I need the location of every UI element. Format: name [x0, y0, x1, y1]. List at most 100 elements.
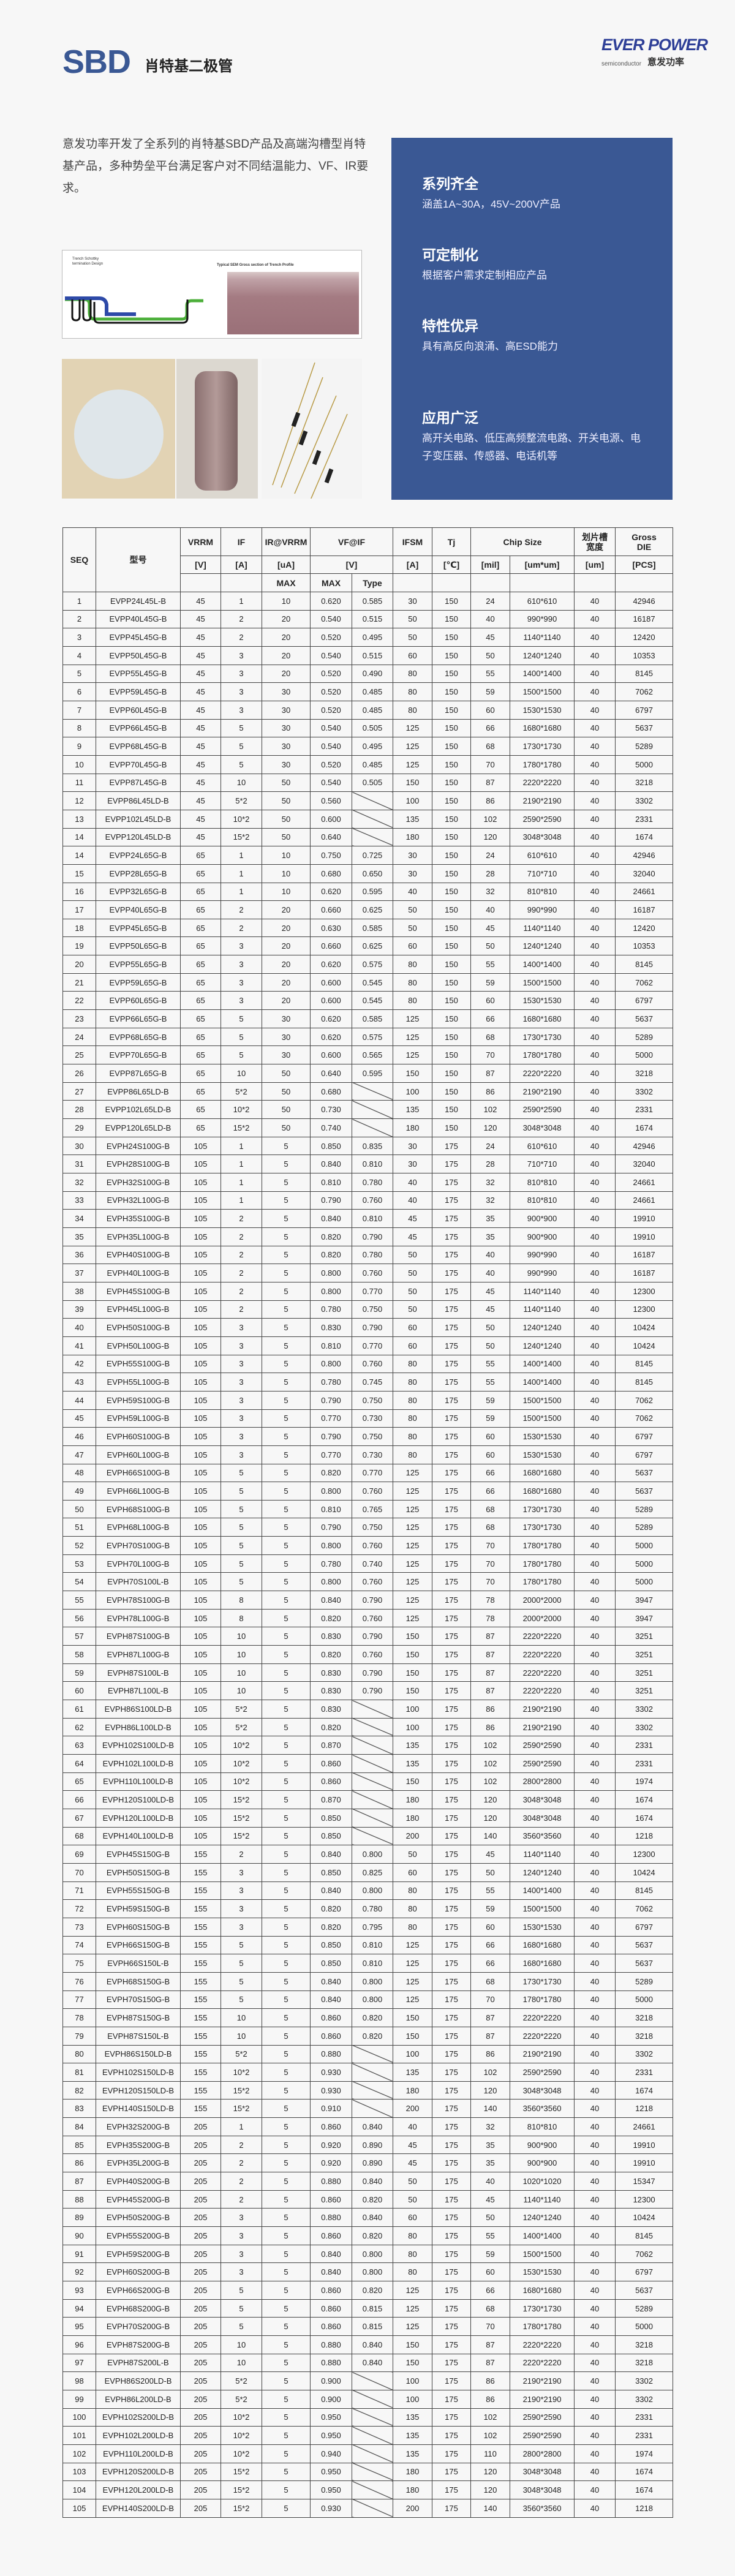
cell-ir: 10	[262, 592, 311, 611]
cell-gross-die: 3251	[615, 1681, 674, 1701]
cell-vf-type	[351, 1826, 394, 1846]
cell-vrrm: 155	[180, 2063, 221, 2082]
cell-model: EVPH24S100G-B	[96, 1136, 181, 1156]
cell-vrrm: 105	[180, 1591, 221, 1610]
cell-chip-mil: 60	[470, 2262, 511, 2282]
cell-vf-max: 0.800	[310, 1281, 352, 1301]
cell-tj: 175	[432, 1700, 472, 1719]
cell-ir: 5	[262, 2480, 311, 2499]
cell-if: 10*2	[221, 2408, 262, 2427]
cell-vf-type: 0.760	[351, 1645, 394, 1664]
cell-if: 5	[221, 1482, 262, 1501]
cell-vrrm: 65	[180, 1027, 221, 1047]
table-row: 58 EVPH87L100G-B 105 10 5 0.820 0.760 150 175 87 2…	[62, 1645, 674, 1664]
cell-chip-um: 1240*1240	[510, 1862, 575, 1882]
cell-ir: 5	[262, 1445, 311, 1464]
cell-ifsm: 50	[393, 1264, 433, 1282]
table-row: 9 EVPP68L45G-B 45 5 30 0.540 0.495 125 150 68 1730…	[62, 737, 674, 756]
cell-chip-um: 2590*2590	[510, 2063, 575, 2082]
cell-vf-type: 0.790	[351, 1663, 394, 1682]
cell-gross-die: 1674	[615, 2081, 674, 2100]
cell-seq: 87	[62, 2172, 96, 2191]
cell-chip-mil: 87	[470, 1627, 511, 1646]
cell-vf-type: 0.795	[351, 1917, 394, 1937]
cell-gross-die: 3302	[615, 2389, 674, 2409]
cell-vf-max: 0.810	[310, 1173, 352, 1192]
cell-chip-mil: 87	[470, 1064, 511, 1083]
cell-tj: 175	[432, 1772, 472, 1791]
table-row: 62 EVPH86L100LD-B 105 5*2 5 0.820 100 175 86 2190…	[62, 1717, 674, 1737]
cell-chip-mil: 24	[470, 592, 511, 611]
cell-vrrm: 65	[180, 900, 221, 919]
cell-model: EVPH32S200G-B	[96, 2117, 181, 2136]
cell-seq: 26	[62, 1064, 96, 1083]
cell-gross-die: 3218	[615, 2008, 674, 2027]
table-row: 49 EVPH66L100G-B 105 5 5 0.800 0.760 125 175 66 16…	[62, 1482, 674, 1501]
cell-tj: 175	[432, 1862, 472, 1882]
header-ir: IR@VRRM	[262, 527, 311, 556]
cell-chip-mil: 59	[470, 1899, 511, 1918]
cell-ifsm: 80	[393, 1899, 433, 1918]
cell-model: EVPH32L100G-B	[96, 1191, 181, 1210]
table-row: 17 EVPP40L65G-B 65 2 20 0.660 0.625 50 150 40 990*…	[62, 900, 674, 919]
cell-vf-max: 0.830	[310, 1681, 352, 1701]
cell-ifsm: 180	[393, 1808, 433, 1828]
cell-gross-die: 3302	[615, 1700, 674, 1719]
cell-if: 15*2	[221, 2099, 262, 2118]
cell-seq: 80	[62, 2044, 96, 2064]
cell-vf-type	[351, 2426, 394, 2445]
cell-chip-um: 1530*1530	[510, 2262, 575, 2282]
cell-tj: 175	[432, 2208, 472, 2228]
cell-vf-type	[351, 2044, 394, 2064]
cell-if: 10*2	[221, 2426, 262, 2445]
cell-chip-mil: 87	[470, 2008, 511, 2027]
cell-tj: 175	[432, 1645, 472, 1664]
cell-gross-die: 1674	[615, 2462, 674, 2482]
cell-if: 1	[221, 882, 262, 902]
cell-chip-um: 1400*1400	[510, 664, 575, 684]
cell-chip-mil: 66	[470, 1009, 511, 1028]
cell-chip-mil: 120	[470, 1808, 511, 1828]
cell-seq: 49	[62, 1482, 96, 1501]
units-row: [V] [A] [uA] [V] [A] [℃] [mil] [um*um] [um] [PCS]	[63, 555, 674, 574]
cell-ifsm: 80	[393, 991, 433, 1011]
cell-tj: 150	[432, 664, 472, 684]
cell-gross-die: 10353	[615, 936, 674, 956]
cell-ir: 5	[262, 1136, 311, 1156]
cell-chip-um: 2220*2220	[510, 1064, 575, 1083]
cell-chip-um: 810*810	[510, 1173, 575, 1192]
cell-model: EVPH59S100G-B	[96, 1390, 181, 1410]
cell-vrrm: 65	[180, 1082, 221, 1101]
cell-chip-mil: 102	[470, 1754, 511, 1773]
cell-vf-max: 0.600	[310, 973, 352, 992]
cell-scribe-width: 40	[574, 1281, 616, 1301]
cell-chip-um: 1780*1780	[510, 1045, 575, 1065]
cell-gross-die: 6797	[615, 2262, 674, 2282]
cell-scribe-width: 40	[574, 1627, 616, 1646]
cell-vf-max: 0.820	[310, 1717, 352, 1737]
cell-model: EVPH35L200G-B	[96, 2153, 181, 2173]
cell-tj: 150	[432, 628, 472, 647]
table-row: 90 EVPH55S200G-B 205 3 5 0.860 0.820 80 175 55 140…	[62, 2226, 674, 2245]
table-row: 88 EVPH45S200G-B 205 2 5 0.860 0.820 50 175 45 114…	[62, 2190, 674, 2209]
cell-ifsm: 30	[393, 1154, 433, 1173]
feature-title: 可定制化	[422, 247, 478, 263]
cell-vf-max: 0.920	[310, 2153, 352, 2173]
cell-ir: 50	[262, 1064, 311, 1083]
cell-vrrm: 105	[180, 1227, 221, 1246]
page-subtitle: 肖特基二极管	[145, 58, 233, 75]
cell-vf-max: 0.830	[310, 1318, 352, 1337]
cell-tj: 175	[432, 1300, 472, 1319]
cell-vf-type: 0.800	[351, 1881, 394, 1900]
cell-scribe-width: 40	[574, 2063, 616, 2082]
cell-vf-type: 0.790	[351, 1227, 394, 1246]
cell-chip-mil: 32	[470, 1173, 511, 1192]
cell-ifsm: 50	[393, 2190, 433, 2209]
table-row: 89 EVPH50S200G-B 205 3 5 0.880 0.840 60 175 50 124…	[62, 2208, 674, 2228]
cell-ir: 30	[262, 737, 311, 756]
cell-vrrm: 65	[180, 918, 221, 938]
cell-if: 3	[221, 1445, 262, 1464]
axial-diodes-drawing	[272, 362, 348, 500]
cell-tj: 150	[432, 809, 472, 829]
cell-vrrm: 65	[180, 1100, 221, 1120]
